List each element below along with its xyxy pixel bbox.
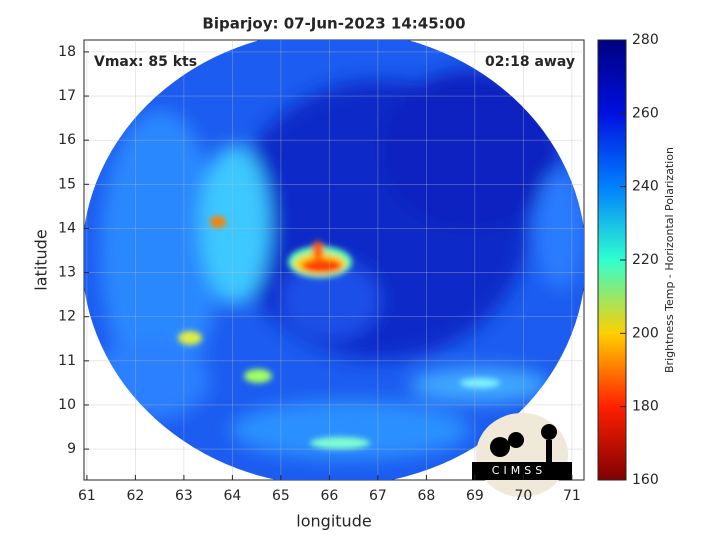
colorbar-tick-label: 240 [632, 179, 659, 195]
x-tick-label: 68 [417, 488, 435, 504]
x-tick-label: 67 [369, 488, 387, 504]
y-tick-label: 16 [58, 132, 76, 148]
colorbar-tick-label: 280 [632, 32, 659, 48]
y-tick-label: 11 [58, 353, 76, 369]
colorbar-tick-label: 260 [632, 105, 659, 121]
colorbar-tick-label: 220 [632, 252, 659, 268]
y-tick-label: 15 [58, 176, 76, 192]
x-tick-label: 69 [466, 488, 484, 504]
y-tick-label: 17 [58, 88, 76, 104]
y-tick-label: 12 [58, 309, 76, 325]
y-tick-label: 10 [58, 397, 76, 413]
annotation: Vmax: 85 kts [94, 54, 197, 70]
x-tick-label: 61 [78, 488, 96, 504]
colorbar-tick-label: 180 [632, 399, 659, 415]
logo-text: CIMSS [492, 464, 546, 477]
colorbar-label: Brightness Temp - Horizontal Polarizatio… [663, 147, 676, 373]
x-axis-label: longitude [296, 512, 371, 531]
swath-image [84, 40, 584, 480]
y-tick-label: 9 [67, 441, 76, 457]
x-tick-label: 64 [223, 488, 241, 504]
x-tick-label: 65 [272, 488, 290, 504]
y-tick-label: 14 [58, 220, 76, 236]
y-tick-label: 18 [58, 44, 76, 60]
y-axis-label: latitude [32, 229, 51, 290]
chart-title: Biparjoy: 07-Jun-2023 14:45:00 [202, 15, 465, 33]
colorbar-tick-label: 200 [632, 325, 659, 341]
x-tick-label: 62 [126, 488, 144, 504]
x-tick-label: 70 [514, 488, 532, 504]
colorbar-tick-label: 160 [632, 472, 659, 488]
cimss-logo: CIMSS [472, 413, 572, 497]
y-tick-label: 13 [58, 265, 76, 281]
x-tick-label: 71 [563, 488, 581, 504]
x-tick-label: 63 [175, 488, 193, 504]
x-tick-label: 66 [320, 488, 338, 504]
annotation: 02:18 away [485, 54, 575, 70]
